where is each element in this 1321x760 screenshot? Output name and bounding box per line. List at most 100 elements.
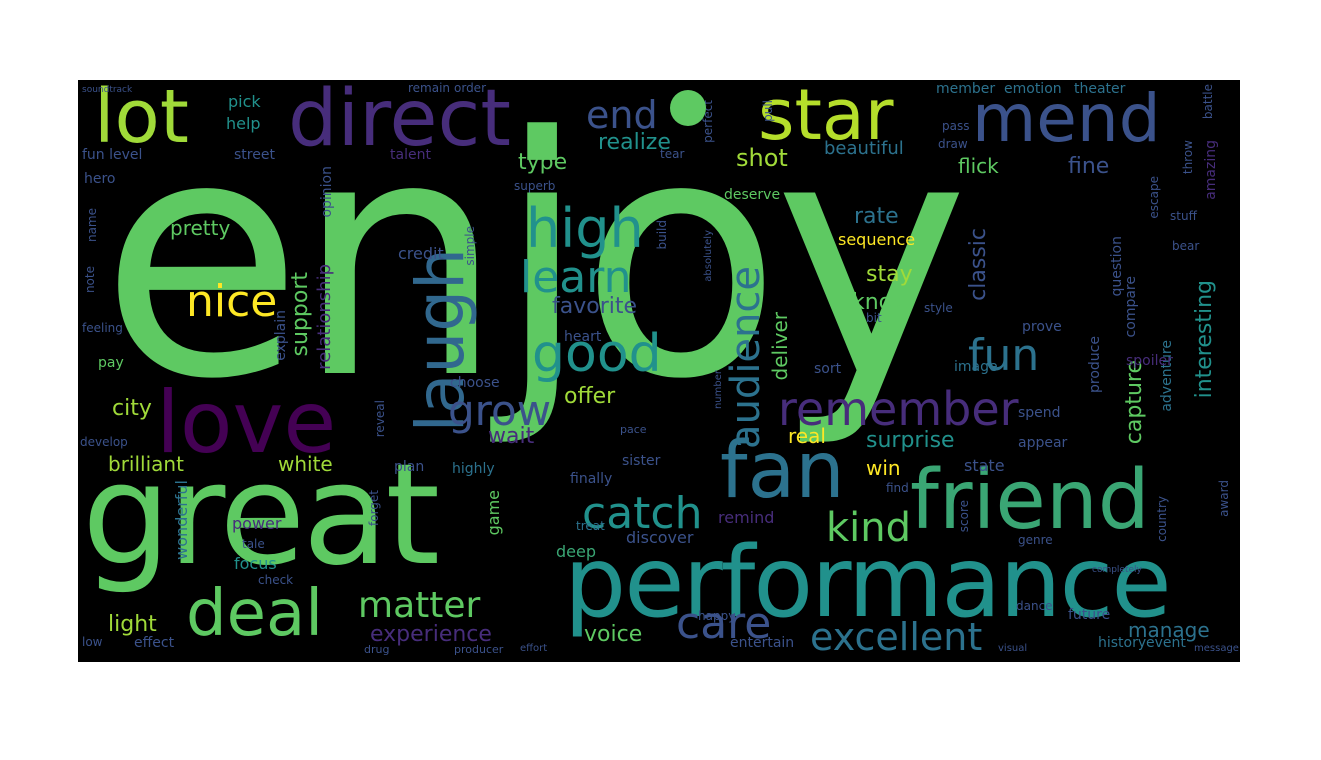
word: throw <box>1181 140 1195 175</box>
word: performance <box>564 526 1172 640</box>
word: nice <box>186 276 278 327</box>
word: real <box>788 424 826 448</box>
word: entertain <box>730 635 795 651</box>
word: draw <box>938 137 968 151</box>
word: high <box>526 197 644 260</box>
word: know <box>852 290 911 315</box>
word: white <box>278 452 333 476</box>
word: award <box>1217 480 1231 517</box>
word: country <box>1155 496 1169 542</box>
word: build <box>655 220 669 250</box>
word: tear <box>660 147 685 161</box>
word: fine <box>1068 154 1110 179</box>
word: reveal <box>373 400 387 438</box>
word: absolutely <box>703 230 714 282</box>
word: lot <box>94 80 189 160</box>
word: visual <box>998 643 1028 654</box>
word: power <box>232 514 282 533</box>
word: member <box>936 81 996 97</box>
word: interesting <box>1192 280 1217 399</box>
word: enjoy <box>100 80 969 451</box>
word: capture <box>1122 360 1147 445</box>
word: matter <box>358 585 481 626</box>
word: rate <box>854 204 899 229</box>
word: beautiful <box>824 138 904 159</box>
word: pick <box>228 92 261 111</box>
word: flick <box>958 154 999 178</box>
dot-mark <box>670 90 706 126</box>
word: image <box>954 359 998 375</box>
word: pull <box>761 100 775 122</box>
word: drug <box>364 643 390 656</box>
word: prove <box>1022 319 1062 335</box>
word: street <box>234 147 275 163</box>
word: audience <box>723 266 769 449</box>
word: future <box>1068 607 1111 623</box>
word: offer <box>564 384 616 409</box>
word: favorite <box>552 294 638 319</box>
word: wonderful <box>172 480 191 560</box>
word: deliver <box>768 312 792 381</box>
word: remain <box>408 81 451 95</box>
word: discover <box>626 528 694 547</box>
word: completely <box>1092 565 1142 575</box>
word: escape <box>1147 176 1161 219</box>
word: brilliant <box>108 452 184 476</box>
word: producer <box>454 643 504 656</box>
word: remember <box>778 382 1019 436</box>
word: treat <box>576 519 605 533</box>
word: finally <box>570 471 613 487</box>
word: spoiler <box>1126 353 1173 369</box>
word: shot <box>736 144 788 172</box>
word: end <box>586 93 658 137</box>
word: support <box>288 272 313 357</box>
word: spend <box>1018 405 1061 421</box>
word: genre <box>1018 533 1053 547</box>
word: find <box>886 481 909 495</box>
word: pass <box>942 119 970 133</box>
word: question <box>1109 236 1125 297</box>
word: style <box>924 301 953 315</box>
word: grow <box>448 386 552 435</box>
word: sort <box>814 361 842 377</box>
word-cloud: enjoy great performance love friend fan … <box>78 80 1240 662</box>
word: message <box>1194 643 1239 654</box>
word: remind <box>718 508 775 527</box>
word: light <box>108 612 157 637</box>
word: amazing <box>1203 140 1219 200</box>
word: pace <box>620 423 647 436</box>
word: game <box>484 490 503 536</box>
word: sister <box>622 453 661 469</box>
word: focus <box>234 554 277 573</box>
word: manage <box>1128 618 1210 642</box>
word: classic <box>966 228 991 301</box>
word: heart <box>564 329 602 345</box>
word: plan <box>394 459 425 475</box>
word: superb <box>514 179 556 193</box>
word: name <box>85 208 99 243</box>
word: soundtrack <box>82 85 133 95</box>
word: credit <box>398 244 444 263</box>
word: check <box>258 573 294 587</box>
word: excellent <box>810 615 983 659</box>
word: bear <box>1172 239 1200 253</box>
word: city <box>112 396 152 421</box>
word: deal <box>186 577 323 651</box>
word: relationship <box>314 264 335 370</box>
word: simple <box>463 226 477 266</box>
word: deep <box>556 542 596 561</box>
word: history <box>1098 635 1147 651</box>
word: explain <box>273 310 289 361</box>
word: wait <box>488 424 535 449</box>
word: order <box>454 81 486 95</box>
word: state <box>964 456 1005 475</box>
word: appear <box>1018 435 1068 451</box>
word: feeling <box>82 321 123 335</box>
word: effort <box>520 643 548 654</box>
word: direct <box>288 80 511 164</box>
word: tale <box>242 537 265 551</box>
word: low <box>82 635 103 649</box>
word: great <box>82 434 440 597</box>
word: highly <box>452 461 495 477</box>
word: realize <box>598 130 671 155</box>
